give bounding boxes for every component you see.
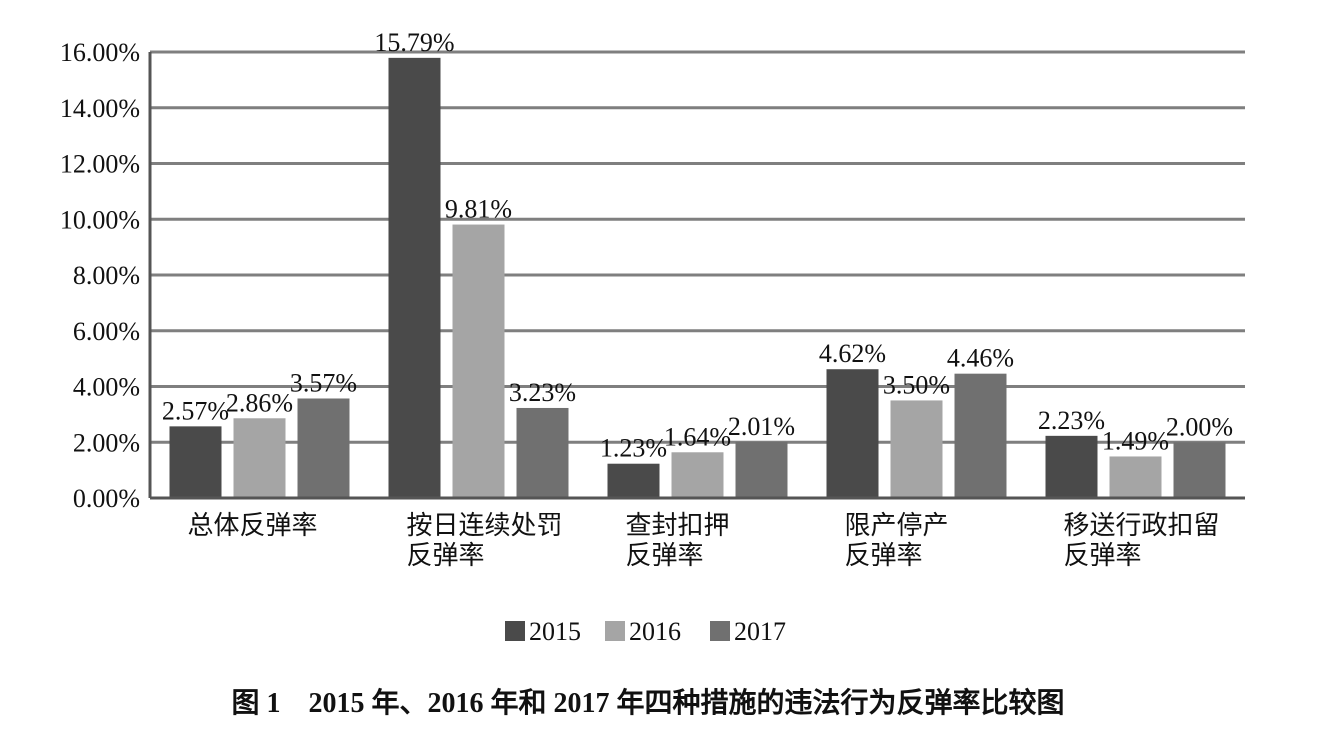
bar-value-label: 2.23% (1038, 406, 1105, 435)
y-tick-label: 2.00% (73, 428, 140, 457)
bar-2015 (169, 426, 222, 498)
bar-value-label: 2.00% (1166, 412, 1233, 441)
y-tick-label: 8.00% (73, 261, 140, 290)
y-tick-label: 16.00% (60, 38, 140, 67)
bar-2016 (890, 400, 943, 498)
category-label: 反弹率 (626, 541, 704, 570)
legend-swatch-2016 (605, 621, 625, 641)
legend-label: 2015 (529, 617, 581, 646)
bar-2017 (516, 407, 569, 498)
bar-2015 (1045, 435, 1098, 498)
bar-value-label: 3.50% (883, 370, 950, 399)
bar-value-label: 2.86% (226, 388, 293, 417)
bar-value-label: 2.01% (728, 412, 795, 441)
category-label: 移送行政扣留 (1064, 511, 1220, 540)
x-axis (148, 52, 1245, 500)
y-tick-label: 6.00% (73, 317, 140, 346)
y-tick-label: 10.00% (60, 205, 140, 234)
bar-2017 (735, 441, 788, 498)
bar-value-label: 2.57% (162, 396, 229, 425)
bar-2016 (233, 418, 286, 498)
bar-value-label: 15.79% (374, 28, 454, 57)
bar-2015 (388, 57, 441, 498)
category-label: 反弹率 (407, 541, 485, 570)
bar-value-label: 1.49% (1102, 426, 1169, 455)
bar-value-label: 1.23% (600, 434, 667, 463)
bar-value-label: 4.46% (947, 344, 1014, 373)
figure-caption: 图 1 2015 年、2016 年和 2017 年四种措施的违法行为反弹率比较图 (231, 686, 1064, 719)
bar-value-label: 3.57% (290, 368, 357, 397)
y-tick-label: 4.00% (73, 373, 140, 402)
y-tick-label: 0.00% (73, 484, 140, 513)
gridlines (150, 50, 1245, 444)
bar-2017 (1173, 442, 1226, 498)
category-label: 限产停产 (845, 511, 949, 540)
bar-2015 (826, 369, 879, 498)
legend: 2015 2016 2017 (505, 617, 786, 646)
category-label: 总体反弹率 (188, 511, 318, 540)
legend-swatch-2017 (710, 621, 730, 641)
bar-value-label: 3.23% (509, 378, 576, 407)
bar-2015 (607, 463, 660, 498)
category-label: 按日连续处罚 (407, 511, 563, 540)
bar-2016 (452, 224, 505, 498)
y-tick-label: 12.00% (60, 150, 140, 179)
legend-label: 2016 (629, 617, 681, 646)
bar-2016 (1109, 456, 1162, 498)
bar-2017 (297, 398, 350, 498)
bar-value-label: 4.62% (819, 339, 886, 368)
category-label: 反弹率 (845, 541, 923, 570)
bar-value-label: 9.81% (445, 195, 512, 224)
legend-swatch-2015 (505, 621, 525, 641)
y-tick-label: 14.00% (60, 94, 140, 123)
bar-value-labels: 2.57%2.86%3.57% 15.79% 9.81% 3.23% 1.23%1.64… (162, 28, 1233, 463)
y-axis-ticks: 0.00% 2.00% 4.00% 6.00% 8.00% 10.00% 12.00% 14.… (60, 38, 140, 513)
bar-value-label: 1.64% (664, 422, 731, 451)
bar-2017 (954, 373, 1007, 498)
category-label: 反弹率 (1064, 541, 1142, 570)
category-label: 查封扣押 (626, 511, 730, 540)
legend-label: 2017 (734, 617, 786, 646)
bars (169, 57, 1226, 498)
bar-2016 (671, 452, 724, 498)
